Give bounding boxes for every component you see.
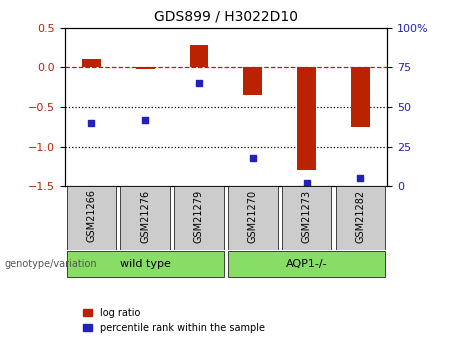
Bar — [243, 67, 262, 95]
Bar — [336, 186, 385, 250]
Bar — [297, 67, 316, 170]
Text: genotype/variation: genotype/variation — [5, 259, 97, 269]
Bar — [136, 67, 154, 69]
Point — [357, 176, 364, 181]
Bar — [228, 186, 278, 250]
Text: wild type: wild type — [120, 259, 171, 269]
Point — [249, 155, 256, 160]
Title: GDS899 / H3022D10: GDS899 / H3022D10 — [154, 10, 298, 24]
Bar — [282, 186, 331, 250]
Text: GSM21266: GSM21266 — [86, 189, 96, 243]
Text: AQP1-/-: AQP1-/- — [286, 259, 327, 269]
Bar — [120, 186, 170, 250]
Bar — [82, 59, 101, 67]
Bar — [67, 251, 224, 277]
Text: GSM21282: GSM21282 — [355, 189, 366, 243]
Text: GSM21273: GSM21273 — [301, 189, 312, 243]
Text: GSM21279: GSM21279 — [194, 189, 204, 243]
Legend: log ratio, percentile rank within the sample: log ratio, percentile rank within the sa… — [79, 304, 269, 337]
Point — [88, 120, 95, 126]
Text: GSM21270: GSM21270 — [248, 189, 258, 243]
Bar — [189, 45, 208, 67]
Bar — [228, 251, 385, 277]
Bar — [351, 67, 370, 127]
Point — [303, 180, 310, 186]
Text: GSM21276: GSM21276 — [140, 189, 150, 243]
Point — [195, 80, 203, 86]
Bar — [67, 186, 116, 250]
Point — [142, 117, 149, 122]
Bar — [174, 186, 224, 250]
